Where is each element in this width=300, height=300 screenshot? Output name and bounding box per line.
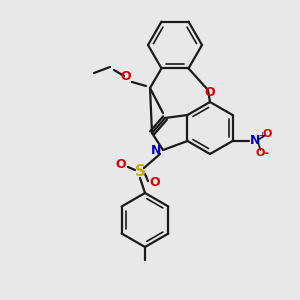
Text: N: N [250, 134, 261, 148]
Text: -: - [263, 148, 268, 160]
Text: O: O [116, 158, 126, 172]
Text: S: S [134, 164, 146, 179]
Text: O: O [205, 86, 215, 100]
Text: O: O [150, 176, 160, 190]
Text: O: O [263, 129, 272, 139]
Text: O: O [121, 70, 131, 83]
Text: O: O [256, 148, 265, 158]
Text: +: + [258, 131, 265, 140]
Text: N: N [151, 143, 161, 157]
